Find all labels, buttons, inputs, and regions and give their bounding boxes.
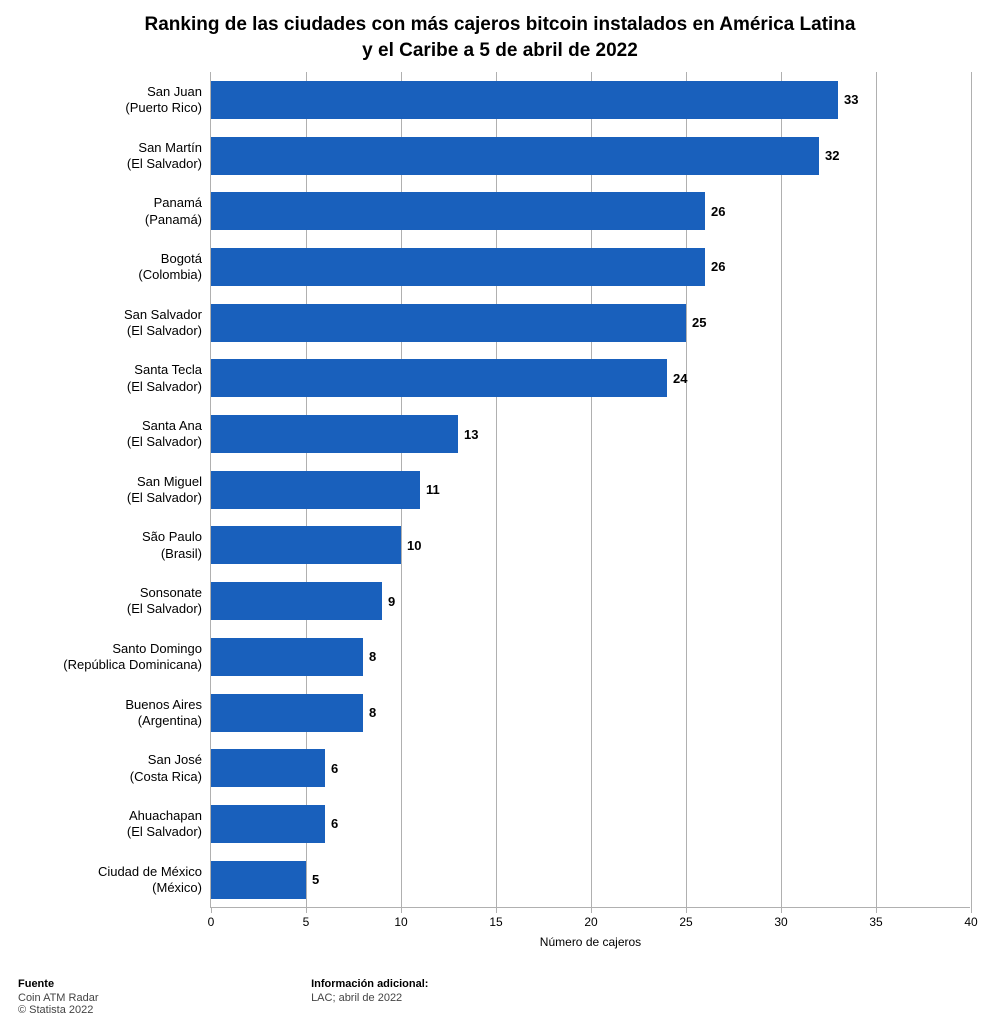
source-text: Coin ATM Radar	[18, 992, 308, 1004]
x-tick	[971, 907, 972, 913]
y-category-label: Panamá (Panamá)	[30, 195, 202, 228]
footer-source: Fuente Coin ATM Radar © Statista 2022	[18, 978, 308, 1016]
bar-row: 11	[211, 471, 970, 509]
x-tick	[591, 907, 592, 913]
y-category-label: Bogotá (Colombia)	[30, 251, 202, 284]
x-tick-label: 0	[208, 915, 215, 929]
y-category-label: Ciudad de México (México)	[30, 864, 202, 897]
y-category-label: São Paulo (Brasil)	[30, 529, 202, 562]
x-tick-label: 5	[303, 915, 310, 929]
bar	[211, 359, 667, 397]
y-category-label: Santa Tecla (El Salvador)	[30, 362, 202, 395]
bar	[211, 638, 363, 676]
additional-heading: Información adicional:	[311, 978, 428, 990]
y-category-label: Ahuachapan (El Salvador)	[30, 808, 202, 841]
bar	[211, 805, 325, 843]
bar	[211, 526, 401, 564]
x-tick-label: 30	[774, 915, 787, 929]
x-tick	[686, 907, 687, 913]
bar-row: 8	[211, 694, 970, 732]
bar-value-label: 33	[844, 92, 858, 107]
bar-value-label: 6	[331, 761, 338, 776]
x-tick	[306, 907, 307, 913]
bar	[211, 694, 363, 732]
bar-row: 9	[211, 582, 970, 620]
x-axis-title: Número de cajeros	[540, 935, 641, 949]
x-tick	[401, 907, 402, 913]
source-heading: Fuente	[18, 978, 308, 990]
bar	[211, 861, 306, 899]
y-category-label: San Martín (El Salvador)	[30, 140, 202, 173]
bar-row: 5	[211, 861, 970, 899]
bar-value-label: 26	[711, 204, 725, 219]
bar	[211, 248, 705, 286]
bar-value-label: 25	[692, 315, 706, 330]
bar-row: 26	[211, 192, 970, 230]
y-category-label: Santo Domingo (República Dominicana)	[30, 641, 202, 674]
title-line2: y el Caribe a 5 de abril de 2022	[362, 40, 638, 61]
bar-value-label: 26	[711, 259, 725, 274]
bar	[211, 415, 458, 453]
bar-row: 26	[211, 248, 970, 286]
bar-value-label: 9	[388, 594, 395, 609]
bar-value-label: 10	[407, 538, 421, 553]
bar-value-label: 8	[369, 649, 376, 664]
gridline	[971, 72, 972, 907]
bar-value-label: 13	[464, 427, 478, 442]
y-category-label: Santa Ana (El Salvador)	[30, 418, 202, 451]
title-line1: Ranking de las ciudades con más cajeros …	[145, 14, 856, 35]
bar	[211, 471, 420, 509]
x-tick-label: 25	[679, 915, 692, 929]
y-category-label: San Salvador (El Salvador)	[30, 307, 202, 340]
x-tick-label: 10	[394, 915, 407, 929]
footer-additional: Información adicional: LAC; abril de 202…	[311, 978, 428, 1004]
bar	[211, 582, 382, 620]
bar-value-label: 24	[673, 371, 687, 386]
x-tick-label: 15	[489, 915, 502, 929]
x-tick	[876, 907, 877, 913]
bar-row: 24	[211, 359, 970, 397]
chart-title: Ranking de las ciudades con más cajeros …	[0, 0, 1000, 63]
x-tick	[781, 907, 782, 913]
y-category-label: San Miguel (El Salvador)	[30, 474, 202, 507]
y-category-label: San José (Costa Rica)	[30, 752, 202, 785]
bar-value-label: 32	[825, 148, 839, 163]
x-tick-label: 20	[584, 915, 597, 929]
plot: Número de cajeros 0510152025303540333226…	[210, 72, 970, 908]
x-tick-label: 35	[869, 915, 882, 929]
bar-row: 6	[211, 805, 970, 843]
additional-text: LAC; abril de 2022	[311, 992, 428, 1004]
x-tick	[496, 907, 497, 913]
bar	[211, 304, 686, 342]
y-category-label: Buenos Aires (Argentina)	[30, 697, 202, 730]
y-category-label: San Juan (Puerto Rico)	[30, 84, 202, 117]
bar	[211, 749, 325, 787]
bar	[211, 192, 705, 230]
footer: Fuente Coin ATM Radar © Statista 2022 In…	[18, 978, 428, 1016]
bar-value-label: 5	[312, 872, 319, 887]
bar-row: 10	[211, 526, 970, 564]
bar-row: 13	[211, 415, 970, 453]
copyright: © Statista 2022	[18, 1004, 308, 1016]
bar	[211, 137, 819, 175]
chart-area: Número de cajeros 0510152025303540333226…	[30, 72, 970, 942]
y-category-label: Sonsonate (El Salvador)	[30, 585, 202, 618]
bar-value-label: 11	[426, 482, 440, 497]
bar-row: 25	[211, 304, 970, 342]
bar-row: 6	[211, 749, 970, 787]
bar-row: 33	[211, 81, 970, 119]
x-tick-label: 40	[964, 915, 977, 929]
bar-row: 32	[211, 137, 970, 175]
bar-value-label: 6	[331, 816, 338, 831]
bar-row: 8	[211, 638, 970, 676]
x-tick	[211, 907, 212, 913]
bar	[211, 81, 838, 119]
bar-value-label: 8	[369, 705, 376, 720]
